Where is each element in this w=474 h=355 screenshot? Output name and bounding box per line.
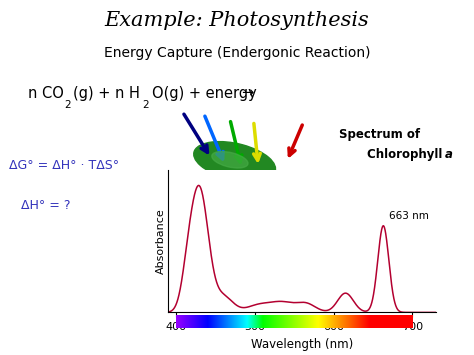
Text: ΔH° = ?: ΔH° = ?: [21, 200, 71, 212]
Text: Energy Capture (Endergonic Reaction): Energy Capture (Endergonic Reaction): [104, 46, 370, 60]
Text: ΔG° = ΔH° · TΔS°: ΔG° = ΔH° · TΔS°: [9, 159, 119, 171]
Text: Chlorophyll: Chlorophyll: [367, 148, 447, 161]
Text: 2: 2: [142, 99, 149, 110]
Text: 663 nm: 663 nm: [389, 211, 428, 221]
Text: →: →: [241, 86, 253, 100]
Text: (g) + n H: (g) + n H: [73, 86, 140, 100]
Ellipse shape: [194, 142, 275, 181]
X-axis label: Wavelength (nm): Wavelength (nm): [251, 338, 353, 351]
Text: n CO: n CO: [28, 86, 64, 100]
Y-axis label: Absorbance: Absorbance: [155, 208, 165, 274]
Text: O(g) + energy: O(g) + energy: [152, 86, 256, 100]
Text: Spectrum of: Spectrum of: [338, 129, 420, 141]
Text: 2: 2: [64, 99, 71, 110]
Ellipse shape: [212, 152, 248, 168]
Text: Example: Photosynthesis: Example: Photosynthesis: [105, 11, 369, 30]
Text: a: a: [445, 148, 453, 161]
